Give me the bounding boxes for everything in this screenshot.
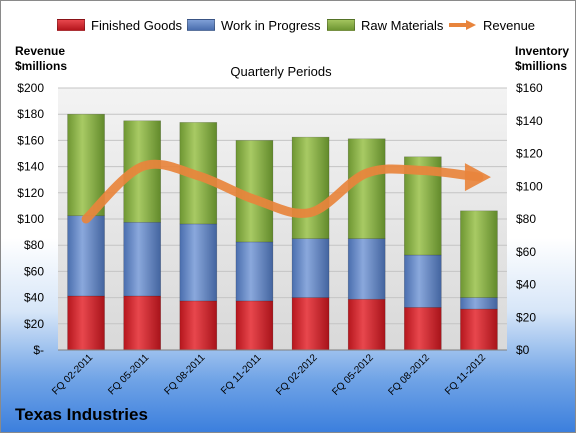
right-tick-label: $80 xyxy=(516,212,536,226)
bar-work-in-progress xyxy=(179,223,218,302)
legend-item-raw-materials: Raw Materials xyxy=(327,17,443,33)
legend-swatch-work-in-progress xyxy=(187,19,215,31)
left-tick-label: $140 xyxy=(17,160,44,174)
legend-arrow-revenue-icon xyxy=(449,20,476,30)
chart-subtitle: Quarterly Periods xyxy=(230,64,332,79)
bar-work-in-progress xyxy=(404,254,442,308)
bar-work-in-progress xyxy=(123,221,161,297)
legend-item-work-in-progress: Work in Progress xyxy=(187,17,320,33)
right-tick-label: $40 xyxy=(516,278,536,292)
bar-finished-goods xyxy=(291,297,330,351)
right-tick-label: $100 xyxy=(516,179,543,193)
x-tick-label: FQ 02-2011 xyxy=(50,352,95,397)
bar-work-in-progress xyxy=(460,297,498,310)
left-tick-label: $60 xyxy=(24,264,44,278)
left-tick-label: $160 xyxy=(17,133,44,147)
legend-label-finished-goods: Finished Goods xyxy=(91,17,183,33)
bar-finished-goods xyxy=(67,295,105,351)
x-tick-label: FQ 05-2012 xyxy=(330,352,376,398)
legend-item-finished-goods: Finished Goods xyxy=(57,17,182,33)
right-axis-title-line1: Inventory xyxy=(515,44,570,58)
x-tick-label: FQ 05-2011 xyxy=(106,352,151,397)
left-axis-title-line2: $millions xyxy=(15,59,68,73)
left-tick-label: $80 xyxy=(24,238,44,252)
bar-finished-goods xyxy=(460,308,498,351)
revenue-arrowhead xyxy=(464,163,491,192)
bar-finished-goods xyxy=(179,300,218,351)
right-tick-label: $0 xyxy=(516,343,530,357)
left-tick-label: $40 xyxy=(24,291,44,305)
right-tick-label: $60 xyxy=(516,245,536,259)
right-tick-label: $140 xyxy=(516,114,543,128)
left-tick-label: $20 xyxy=(24,317,44,331)
legend-item-revenue: Revenue xyxy=(449,17,535,33)
right-tick-label: $160 xyxy=(516,81,543,95)
left-tick-label: $200 xyxy=(17,81,44,95)
left-axis-title-line1: Revenue xyxy=(15,44,66,58)
bar-work-in-progress xyxy=(291,238,330,298)
x-tick-label: FQ 11-2012 xyxy=(443,352,488,397)
company-name: Texas Industries xyxy=(15,405,148,424)
chart-legend: Finished Goods Work in Progress Raw Mate… xyxy=(1,17,575,33)
revenue-line-group xyxy=(81,159,491,224)
bar-raw-materials xyxy=(347,138,386,239)
left-axis-title: Revenue $millions xyxy=(15,44,67,74)
bar-work-in-progress xyxy=(235,241,274,302)
bar-raw-materials xyxy=(291,136,330,239)
bar-finished-goods xyxy=(404,307,442,351)
x-tick-label: FQ 02-2012 xyxy=(274,352,320,398)
legend-label-revenue: Revenue xyxy=(483,17,536,33)
x-tick-label: FQ 08-2012 xyxy=(386,352,432,398)
left-tick-label: $120 xyxy=(17,186,44,200)
legend-label-raw-materials: Raw Materials xyxy=(361,17,444,33)
bar-finished-goods xyxy=(123,295,161,351)
x-tick-label: FQ 11-2011 xyxy=(219,352,264,397)
left-tick-label: $- xyxy=(33,343,44,357)
bar-work-in-progress xyxy=(347,238,386,300)
revenue-line xyxy=(81,159,484,224)
right-tick-label: $20 xyxy=(516,310,536,324)
bar-finished-goods xyxy=(347,298,386,351)
right-tick-label: $120 xyxy=(516,147,543,161)
x-tick-label: FQ 08-2011 xyxy=(162,352,207,397)
bar-raw-materials xyxy=(67,113,105,217)
legend-swatch-raw-materials xyxy=(327,19,355,31)
left-tick-label: $100 xyxy=(17,212,44,226)
bar-work-in-progress xyxy=(67,215,105,297)
legend-label-work-in-progress: Work in Progress xyxy=(221,17,321,33)
legend-swatch-finished-goods xyxy=(57,19,85,31)
left-tick-label: $180 xyxy=(17,107,44,121)
right-axis-title-line2: $millions xyxy=(515,59,568,73)
bar-finished-goods xyxy=(235,300,274,351)
right-axis-title: Inventory $millions xyxy=(515,44,569,74)
bar-raw-materials xyxy=(460,210,498,298)
